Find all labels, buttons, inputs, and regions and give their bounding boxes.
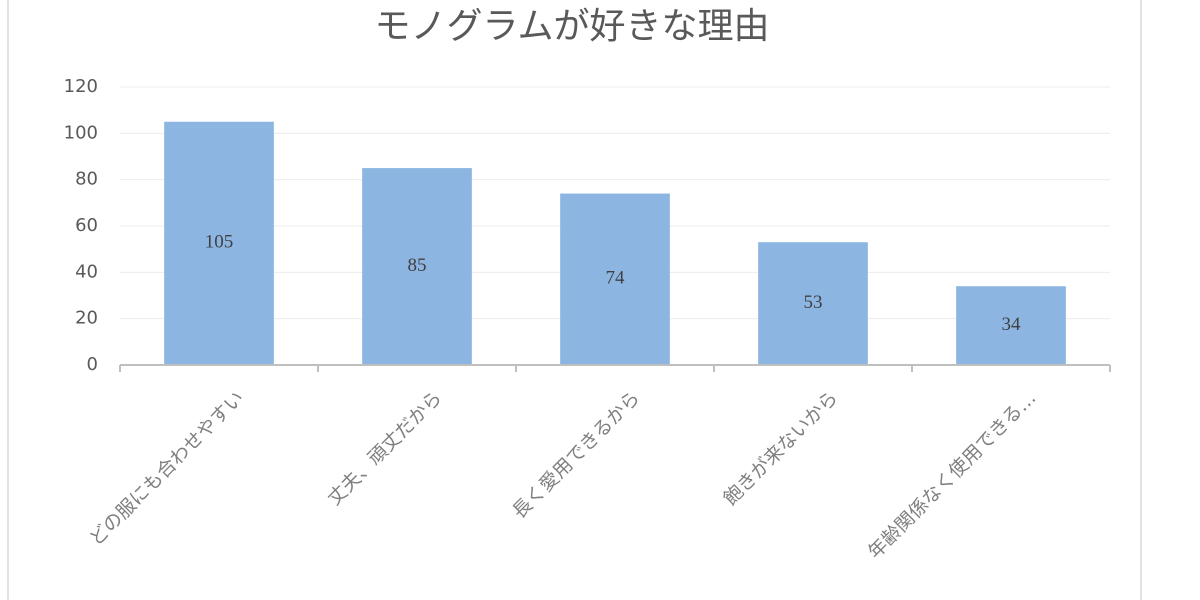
y-tick-label: 80 (75, 169, 98, 190)
y-tick-label: 100 (64, 122, 98, 143)
bar (164, 121, 274, 365)
y-tick-label: 60 (75, 215, 98, 236)
y-tick-label: 120 (64, 76, 98, 97)
data-label: 53 (804, 292, 823, 313)
x-tick-label: 丈夫、頑丈だから (323, 387, 446, 510)
data-label: 74 (606, 268, 626, 289)
chart-frame (7, 0, 1142, 600)
x-tick-label: 長く愛用できるから (508, 387, 644, 523)
y-tick-label: 40 (75, 261, 98, 282)
data-label: 85 (408, 255, 427, 276)
bar (956, 286, 1066, 365)
bar (560, 193, 670, 365)
y-tick-label: 0 (87, 354, 98, 375)
x-tick-label: どの服にも合わせやすい (85, 387, 248, 550)
bar (758, 242, 868, 365)
x-tick-label: 飽きが来ないから (719, 387, 842, 510)
data-label: 105 (205, 232, 234, 253)
bar (362, 168, 472, 365)
x-tick-label: 年齢関係なく使用できる… (864, 387, 1041, 564)
y-tick-label: 20 (75, 308, 98, 329)
chart-title: モノグラムが好きな理由 (375, 6, 770, 47)
data-label: 34 (1002, 314, 1022, 335)
